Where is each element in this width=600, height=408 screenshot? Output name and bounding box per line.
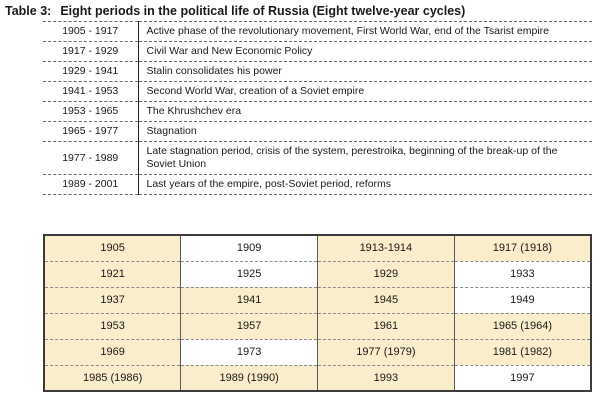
- period-range: 1953 - 1965: [43, 101, 139, 122]
- period-range: 1977 - 1989: [43, 141, 139, 175]
- cycle-cell: 1941: [180, 286, 318, 313]
- cycle-cell: 1957: [180, 312, 318, 339]
- cycle-row: 1953 1957 1961 1965 (1964): [43, 312, 591, 339]
- cycle-cell: 1953: [43, 312, 181, 339]
- period-description: Late stagnation period, crisis of the sy…: [138, 141, 592, 175]
- cycle-cell: 1973: [180, 338, 318, 365]
- period-row: 1965 - 1977 Stagnation: [43, 121, 592, 142]
- periods-table: 1905 - 1917 Active phase of the revoluti…: [43, 21, 592, 195]
- cycle-row: 1937 1941 1945 1949: [43, 286, 591, 313]
- cycles-table: 1905 1909 1913-1914 1917 (1918) 1921 192…: [43, 234, 592, 392]
- cycle-cell: 1989 (1990): [180, 364, 318, 391]
- period-row: 1977 - 1989 Late stagnation period, cris…: [43, 141, 592, 175]
- cycle-row: 1985 (1986) 1989 (1990) 1993 1997: [43, 364, 591, 391]
- cycle-cell: 1925: [180, 260, 318, 287]
- period-range: 1989 - 2001: [43, 174, 139, 195]
- cycle-cell: 1909: [180, 234, 318, 261]
- period-range: 1941 - 1953: [43, 81, 139, 102]
- period-description: Civil War and New Economic Policy: [138, 41, 592, 62]
- cycle-cell: 1929: [317, 260, 455, 287]
- period-range: 1905 - 1917: [43, 21, 139, 42]
- page-title: Table 3: Eight periods in the political l…: [5, 4, 595, 18]
- cycle-cell: 1981 (1982): [453, 338, 591, 365]
- cycle-cell: 1977 (1979): [317, 338, 455, 365]
- cycle-cell: 1949: [453, 286, 591, 313]
- cycle-cell: 1921: [43, 260, 181, 287]
- period-row: 1905 - 1917 Active phase of the revoluti…: [43, 21, 592, 42]
- cycle-cell: 1917 (1918): [453, 234, 591, 261]
- period-description: The Khrushchev era: [138, 101, 592, 122]
- cycle-cell: 1969: [43, 338, 181, 365]
- table-number-label: Table 3:: [5, 4, 52, 18]
- period-description: Active phase of the revolutionary moveme…: [138, 21, 592, 42]
- cycle-cell: 1997: [453, 364, 591, 391]
- cycle-cell: 1937: [43, 286, 181, 313]
- cycle-row: 1921 1925 1929 1933: [43, 260, 591, 287]
- period-description: Stalin consolidates his power: [138, 61, 592, 82]
- cycle-cell: 1961: [317, 312, 455, 339]
- cycle-cell: 1913-1914: [317, 234, 455, 261]
- cycle-cell: 1945: [317, 286, 455, 313]
- cycle-cell: 1965 (1964): [453, 312, 591, 339]
- period-range: 1917 - 1929: [43, 41, 139, 62]
- cycle-cell: 1933: [453, 260, 591, 287]
- period-description: Stagnation: [138, 121, 592, 142]
- cycle-cell: 1985 (1986): [43, 364, 181, 391]
- period-range: 1965 - 1977: [43, 121, 139, 142]
- period-row: 1929 - 1941 Stalin consolidates his powe…: [43, 61, 592, 82]
- table-title-text: Eight periods in the political life of R…: [60, 4, 466, 18]
- period-description: Second World War, creation of a Soviet e…: [138, 81, 592, 102]
- cycle-cell: 1993: [317, 364, 455, 391]
- cycle-row: 1905 1909 1913-1914 1917 (1918): [43, 234, 591, 261]
- period-description: Last years of the empire, post-Soviet pe…: [138, 174, 592, 195]
- period-row: 1953 - 1965 The Khrushchev era: [43, 101, 592, 122]
- period-row: 1941 - 1953 Second World War, creation o…: [43, 81, 592, 102]
- period-row: 1989 - 2001 Last years of the empire, po…: [43, 174, 592, 195]
- cycle-cell: 1905: [43, 234, 181, 261]
- period-range: 1929 - 1941: [43, 61, 139, 82]
- period-row: 1917 - 1929 Civil War and New Economic P…: [43, 41, 592, 62]
- cycle-row: 1969 1973 1977 (1979) 1981 (1982): [43, 338, 591, 365]
